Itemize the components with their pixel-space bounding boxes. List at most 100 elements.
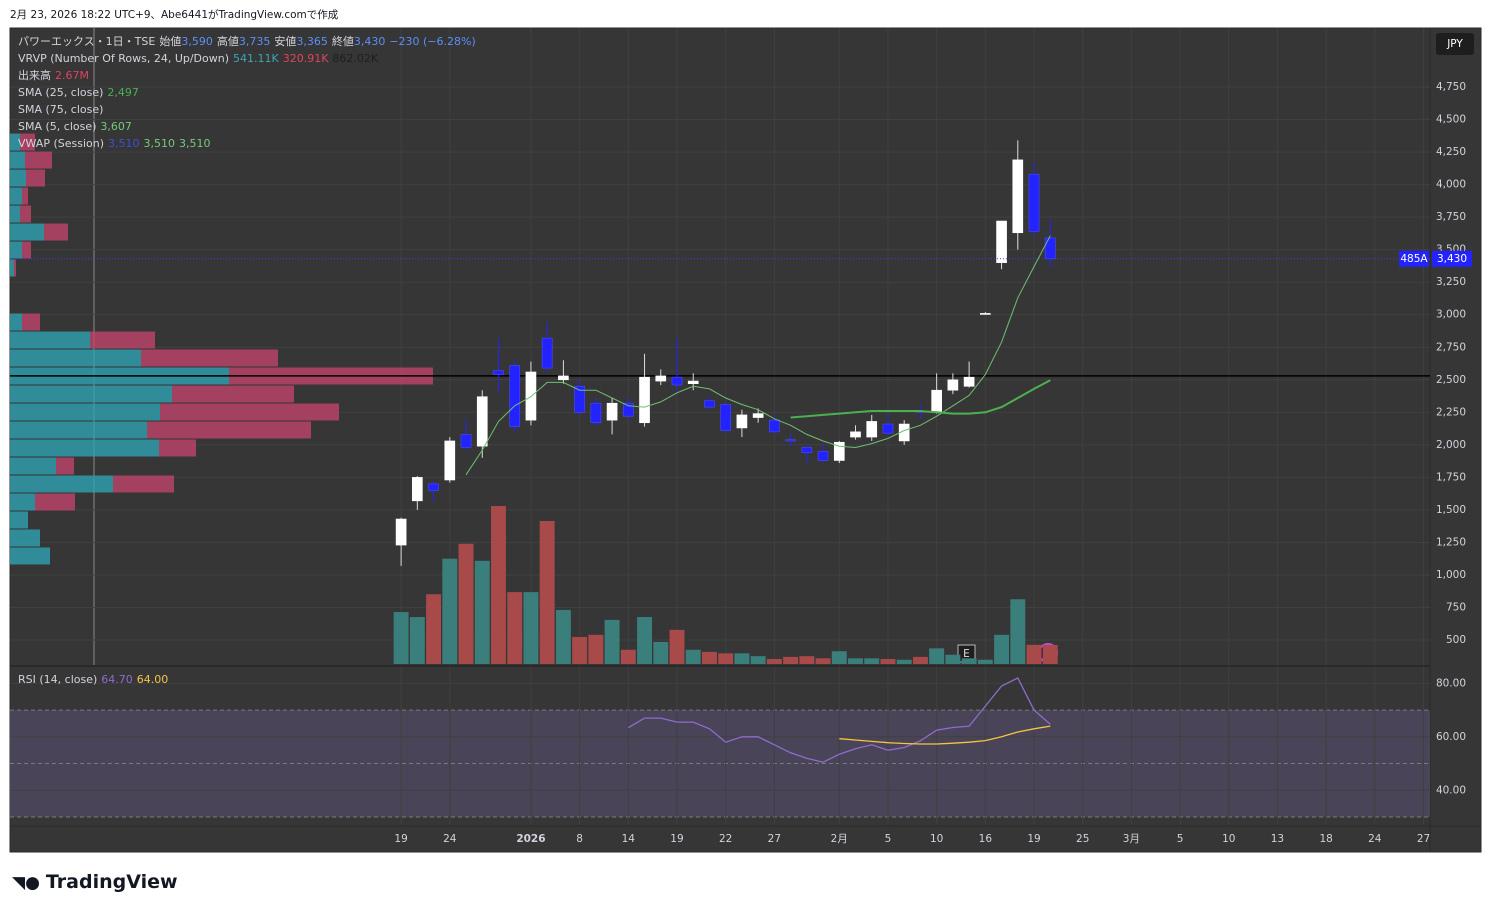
x-tick-label: 14 (622, 833, 636, 845)
candle-body (639, 376, 650, 424)
symbol-badge (1399, 250, 1429, 267)
y-tick-label: 2,750 (1436, 341, 1466, 353)
candle-body (1028, 173, 1040, 232)
symbol-badge-label: 485A (1400, 253, 1428, 265)
y-tick-label: 4,250 (1436, 146, 1466, 158)
currency-badge[interactable] (1436, 33, 1474, 55)
volume-bar (945, 654, 961, 664)
vrvp-up (10, 331, 90, 349)
vrvp-down (113, 475, 174, 493)
ohlc-label: 終値 (331, 35, 354, 48)
volume-bar (588, 634, 604, 664)
volume-bar (523, 592, 539, 664)
x-tick-label: 19 (1027, 833, 1040, 845)
candle-body (720, 404, 732, 431)
x-tick-label: 24 (443, 833, 457, 845)
legend-row: SMA (25, close) 2,497 (18, 84, 480, 101)
legend-row: VRVP (Number Of Rows, 24, Up/Down) 541.11… (18, 50, 480, 67)
legend-row: パワーエックス・1日・TSE 始値3,590 高値3,735 安値3,365 終値3,4… (18, 33, 480, 50)
candle-body (817, 451, 829, 461)
volume-bar (783, 656, 799, 664)
x-tick-label: 27 (768, 833, 781, 845)
candle-body (833, 441, 845, 461)
volume-bar (815, 658, 831, 664)
indicator-name: SMA (5, close) (18, 120, 97, 133)
vrvp-up (10, 151, 25, 169)
indicator-name: 出来高 (18, 69, 51, 82)
y-tick-label: 2,500 (1436, 374, 1466, 386)
y-tick-label: 2,250 (1436, 406, 1466, 418)
candle-body (704, 400, 715, 408)
rsi-tick-label: 60.00 (1436, 731, 1466, 743)
logo-text: TradingView (45, 871, 178, 893)
candle-body (866, 421, 878, 438)
indicator-value: 64.00 (136, 673, 169, 686)
candle-body (541, 337, 553, 369)
x-tick-label: 18 (1319, 833, 1332, 845)
x-tick-label: 5 (1177, 833, 1184, 845)
y-tick-label: 1,500 (1436, 504, 1466, 516)
vrvp-up (10, 421, 147, 439)
rsi-tick-label: 40.00 (1436, 784, 1466, 796)
vrvp-down (141, 349, 278, 367)
volume-bar (1026, 644, 1042, 664)
vrvp-down (90, 331, 155, 349)
vrvp-up (10, 511, 28, 529)
candle-body (444, 440, 456, 481)
vrvp-up (10, 475, 113, 493)
last-price-label: 3,430 (1437, 253, 1467, 265)
currency-label: JPY (1446, 38, 1463, 50)
volume-bar (961, 658, 977, 664)
volume-bar (637, 617, 653, 664)
ohlc-label: 始値 (159, 35, 182, 48)
vrvp-down (14, 259, 16, 277)
candle-body (509, 365, 521, 427)
volume-bar (442, 558, 458, 664)
y-tick-label: 3,750 (1436, 211, 1466, 223)
indicator-name: SMA (75, close) (18, 103, 104, 116)
ohlc-value: 3,590 (181, 35, 213, 48)
vrvp-up (10, 493, 35, 511)
vrvp-down (25, 151, 52, 169)
candle-body (850, 431, 861, 438)
volume-bar (1010, 599, 1026, 664)
y-tick-label: 1,750 (1436, 471, 1466, 483)
vrvp-up (10, 529, 40, 547)
candle-body (671, 376, 683, 386)
volume-bar (912, 656, 928, 664)
volume-bar (701, 651, 717, 664)
volume-bar (718, 653, 734, 664)
vrvp-up (10, 241, 22, 259)
volume-bar (864, 658, 880, 664)
volume-bar (766, 659, 782, 664)
indicator-name: SMA (25, close) (18, 86, 104, 99)
x-tick-label: 16 (979, 833, 993, 845)
x-tick-label: 8 (576, 833, 583, 845)
candle-body (606, 402, 618, 421)
vrvp-down (22, 187, 28, 205)
rsi-tick-label: 80.00 (1436, 677, 1466, 689)
candle-body (412, 477, 423, 502)
volume-bar (929, 648, 945, 664)
candle-body (558, 375, 569, 381)
volume-bar (604, 619, 620, 664)
candle-body (1012, 159, 1024, 234)
volume-bar (994, 634, 1010, 664)
candle-body (785, 439, 796, 442)
indicator-name: RSI (14, close) (18, 673, 98, 686)
vrvp-up (10, 223, 44, 241)
vrvp-up (10, 169, 26, 187)
vrvp-down (147, 421, 311, 439)
logo-mark: ◥● (12, 873, 40, 893)
vrvp-up (10, 457, 56, 475)
vrvp-up (10, 349, 141, 367)
vrvp-down (159, 439, 196, 457)
vrvp-down (22, 241, 31, 259)
x-tick-label: 22 (719, 833, 732, 845)
y-tick-label: 750 (1446, 602, 1466, 614)
volume-bar (539, 520, 555, 664)
vrvp-up (10, 439, 159, 457)
indicator-value: 2,497 (107, 86, 139, 99)
volume-bar (799, 656, 815, 664)
